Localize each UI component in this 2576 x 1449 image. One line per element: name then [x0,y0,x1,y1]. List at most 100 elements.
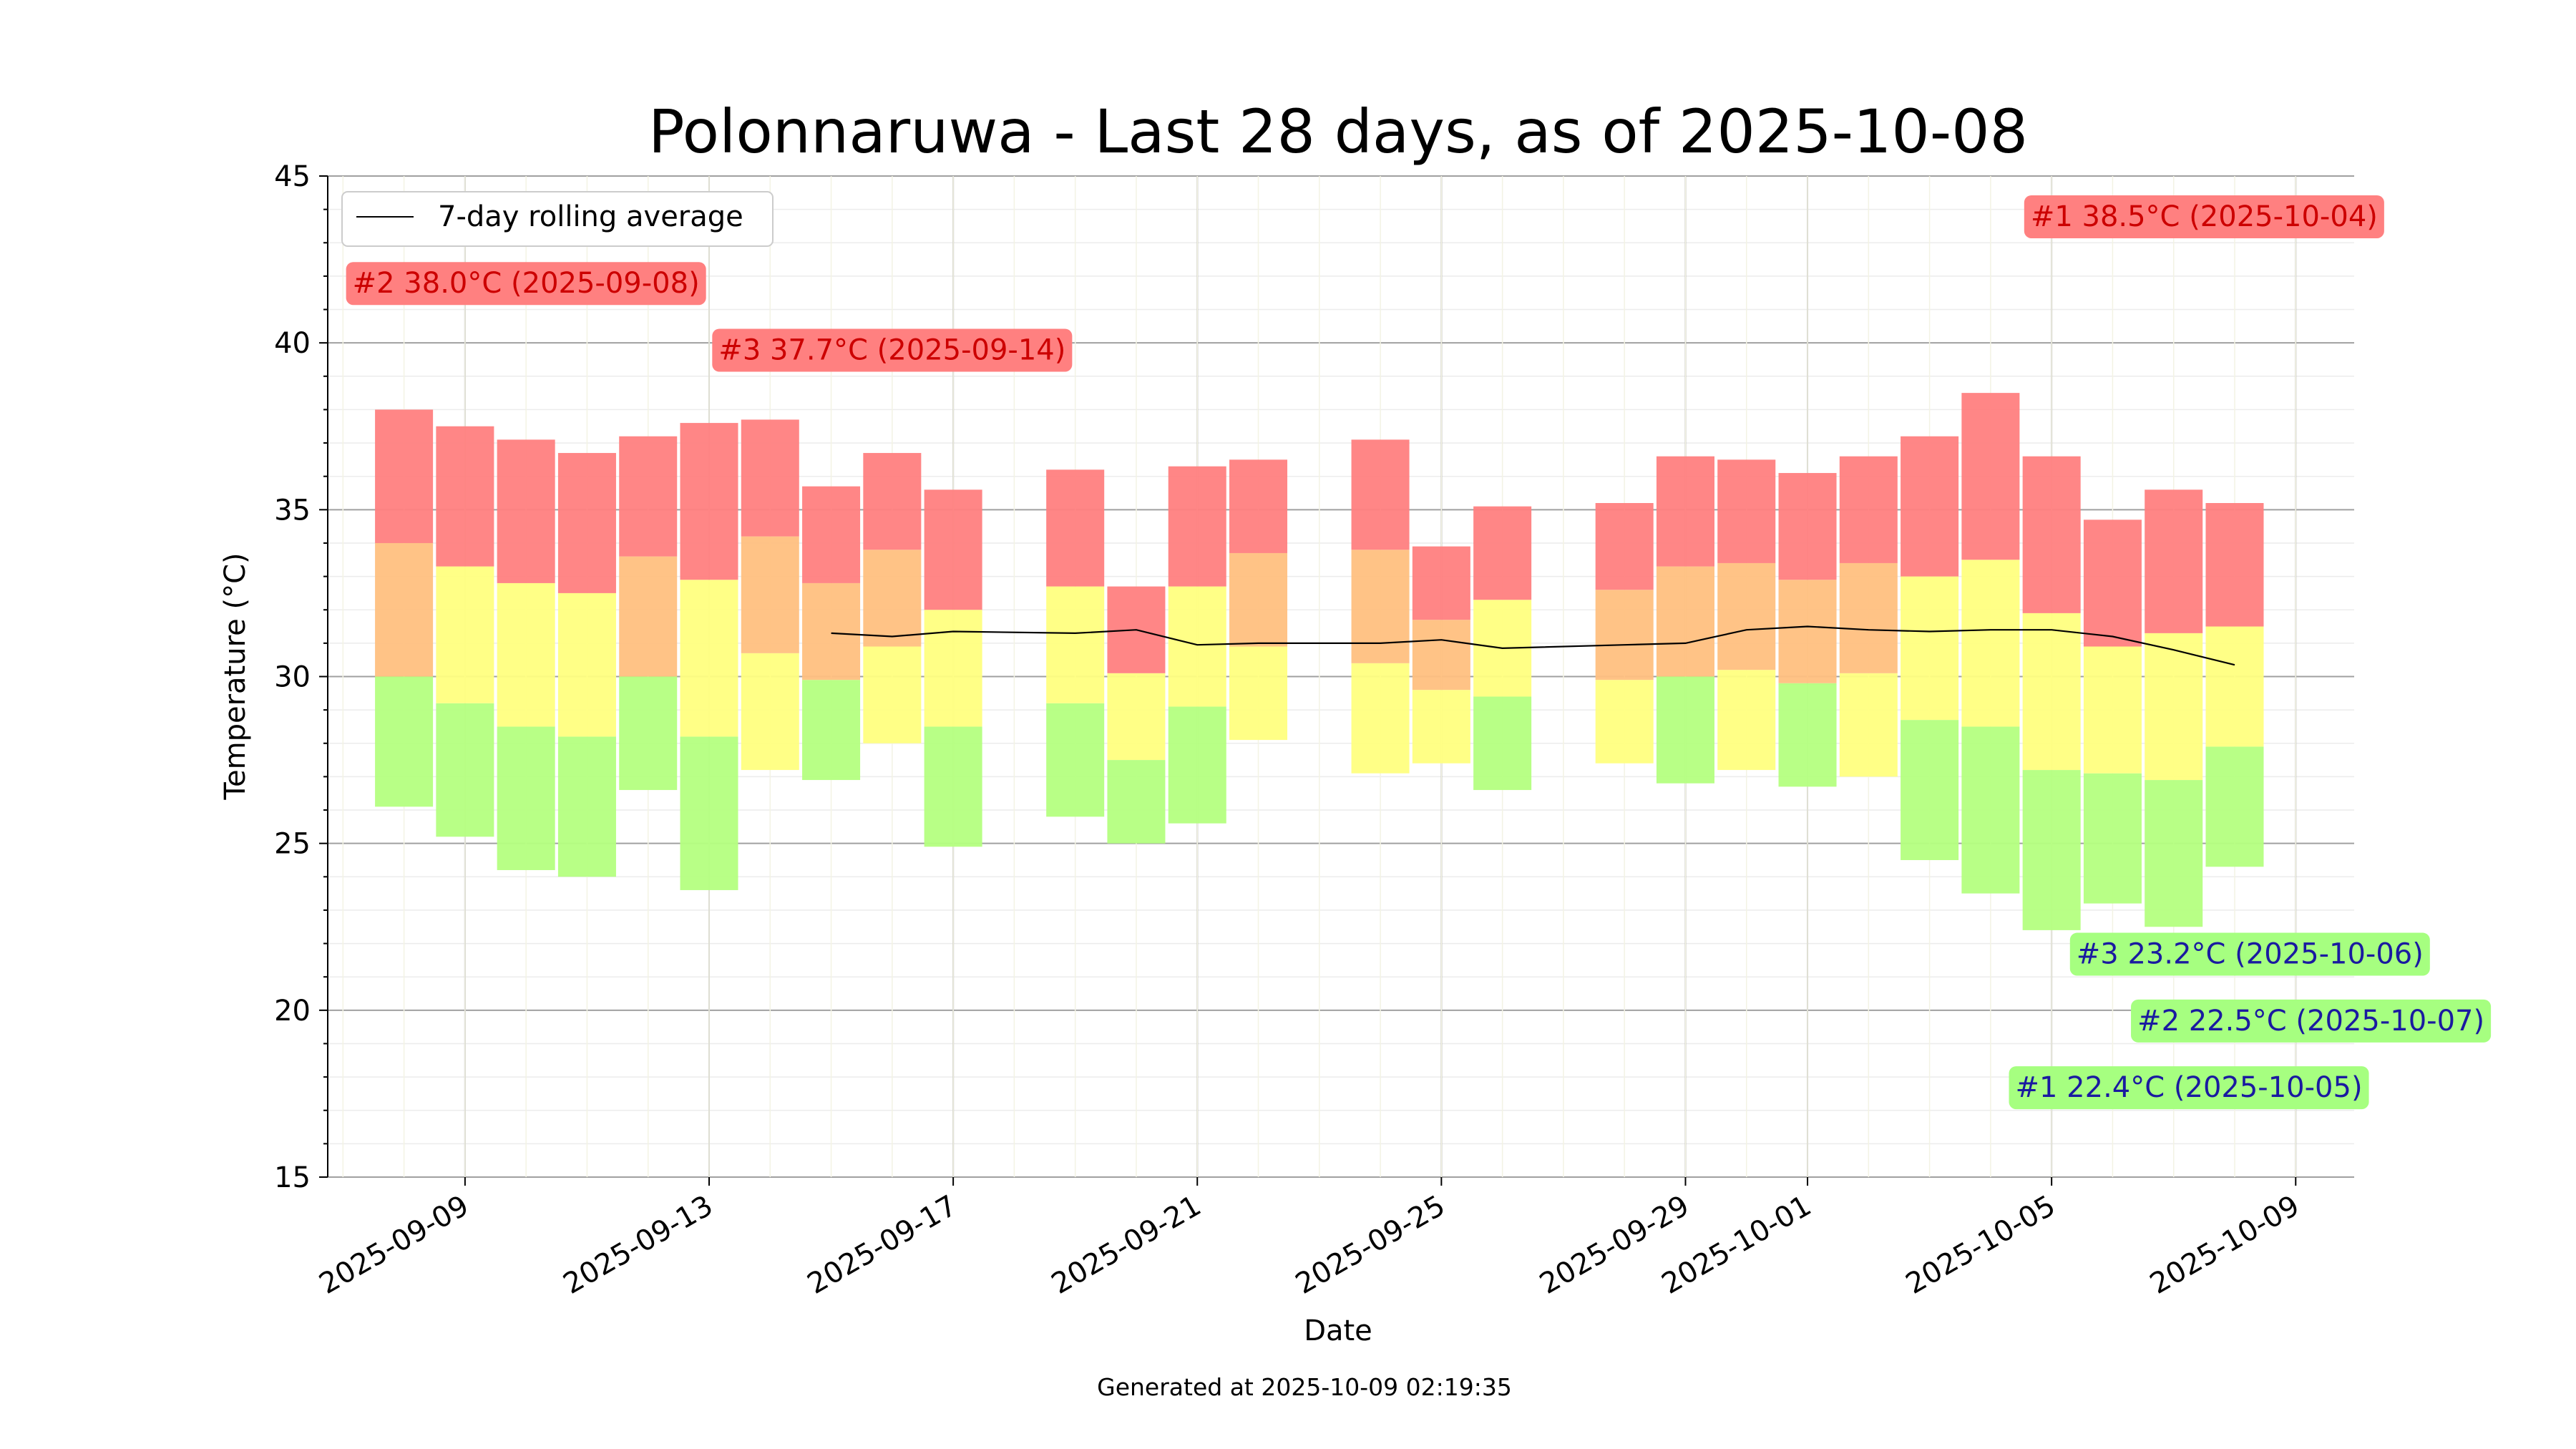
day-bar [557,453,616,877]
day-bar [619,436,678,791]
hot-day-annotation: #3 37.7°C (2025-09-14) [712,328,1073,372]
bar-band-lower-mid [1839,562,1898,673]
bars-layer [375,393,2264,930]
bar-band-lower-mid [1046,586,1105,703]
bar-band-low [1046,703,1105,817]
y-tick-label: 35 [274,494,311,527]
day-bar [924,489,982,847]
bar-band-high [1595,503,1654,590]
annotation-label: #1 22.4°C (2025-10-05) [2016,1071,2363,1104]
day-bar [1961,393,2020,894]
bar-band-low [497,726,555,870]
cold-day-annotation: #2 22.5°C (2025-10-07) [2131,999,2492,1043]
generated-footer: Generated at 2025-10-09 02:19:35 [1097,1373,1512,1401]
day-bar [1046,469,1105,817]
bar-band-low [2022,770,2081,930]
bar-band-low [436,703,494,837]
day-bar [1778,473,1837,787]
bar-band-high [1778,473,1837,580]
bar-band-low [2083,773,2142,904]
chart-title: Polonnaruwa - Last 28 days, as of 2025-1… [648,97,2028,167]
y-axis-label: Temperature (°C) [219,552,252,800]
bar-band-high [1839,456,1898,563]
bar-band-low [1229,646,1288,741]
y-tick-label: 40 [274,327,311,360]
bar-band-lower-mid [1351,550,1410,663]
cold-day-annotation: #3 23.2°C (2025-10-06) [2069,932,2430,976]
bar-band-high [619,436,678,557]
bar-band-lower-mid [1656,566,1714,677]
bar-band-low [1656,676,1714,784]
legend-box [341,191,774,247]
bar-band-high [1717,459,1776,563]
day-bar [2145,489,2203,927]
bar-band-high [863,453,922,550]
day-bar [2205,503,2264,867]
bar-band-low [1901,720,1959,860]
bar-band-low [557,736,616,877]
bar-band-high [1229,459,1288,553]
bar-band-lower-mid [1901,576,1959,721]
bar-band-high [1901,436,1959,577]
day-bar [2083,519,2142,904]
bar-band-lower-mid [557,592,616,737]
y-tick-label: 15 [274,1161,311,1194]
bar-band-low [863,646,922,743]
rolling-average-layer [831,625,2235,666]
bar-band-lower-mid [497,582,555,727]
bar-band-lower-mid [1961,560,2020,727]
bar-band-low [375,676,434,807]
bar-band-low [1778,683,1837,787]
day-bar [802,486,861,781]
bar-band-low [680,736,738,890]
bar-band-lower-mid [375,542,434,677]
day-bar [863,453,922,743]
bar-band-high [1351,439,1410,550]
hot-day-annotation: #1 38.5°C (2025-10-04) [2024,195,2384,238]
bar-band-high [497,439,555,583]
day-bar [1229,459,1288,741]
annotation-box [2131,999,2492,1043]
bar-band-low [619,676,678,791]
annotation-label: #2 38.0°C (2025-09-08) [353,267,700,300]
day-bar [680,423,738,890]
hot-day-annotation: #2 38.0°C (2025-09-08) [346,262,706,306]
annotation-label: #1 38.5°C (2025-10-04) [2031,200,2378,233]
bar-band-high [2145,489,2203,633]
day-bar [497,439,555,870]
y-tick-label: 45 [274,160,311,193]
bar-band-high [1961,393,2020,560]
bar-band-low [1351,663,1410,774]
annotation-box [2069,932,2430,976]
bar-band-lower-mid [1107,673,1166,761]
bar-band-lower-mid [436,566,494,703]
annotation-box [2024,195,2384,238]
y-tick-label: 20 [274,995,311,1028]
legend-entry-rolling-average: 7-day rolling average [438,200,743,233]
bar-band-high [680,423,738,580]
bar-band-lower-mid [1717,562,1776,670]
bar-band-lower-mid [802,582,861,680]
bar-band-high [2205,503,2264,627]
y-tick-label: 25 [274,828,311,861]
rolling-average-line [831,625,2235,666]
bar-band-high [436,426,494,567]
x-axis-label: Date [1304,1314,1372,1347]
bar-band-low [1412,690,1470,763]
bar-band-low [1107,760,1166,844]
bar-band-lower-mid [1229,552,1288,647]
bar-band-low [924,726,982,847]
bar-band-lower-mid [619,556,678,677]
bar-band-low [1473,696,1532,791]
bar-band-low [1595,680,1654,763]
day-bar [1107,586,1166,844]
bar-band-low [2205,746,2264,867]
bar-band-high [1168,466,1226,587]
day-bar [1168,466,1226,824]
day-bar [741,419,799,771]
day-bar [1717,459,1776,771]
bar-band-lower-mid [1168,586,1226,707]
day-bar [375,409,434,807]
annotation-label: #3 23.2°C (2025-10-06) [2077,938,2424,971]
